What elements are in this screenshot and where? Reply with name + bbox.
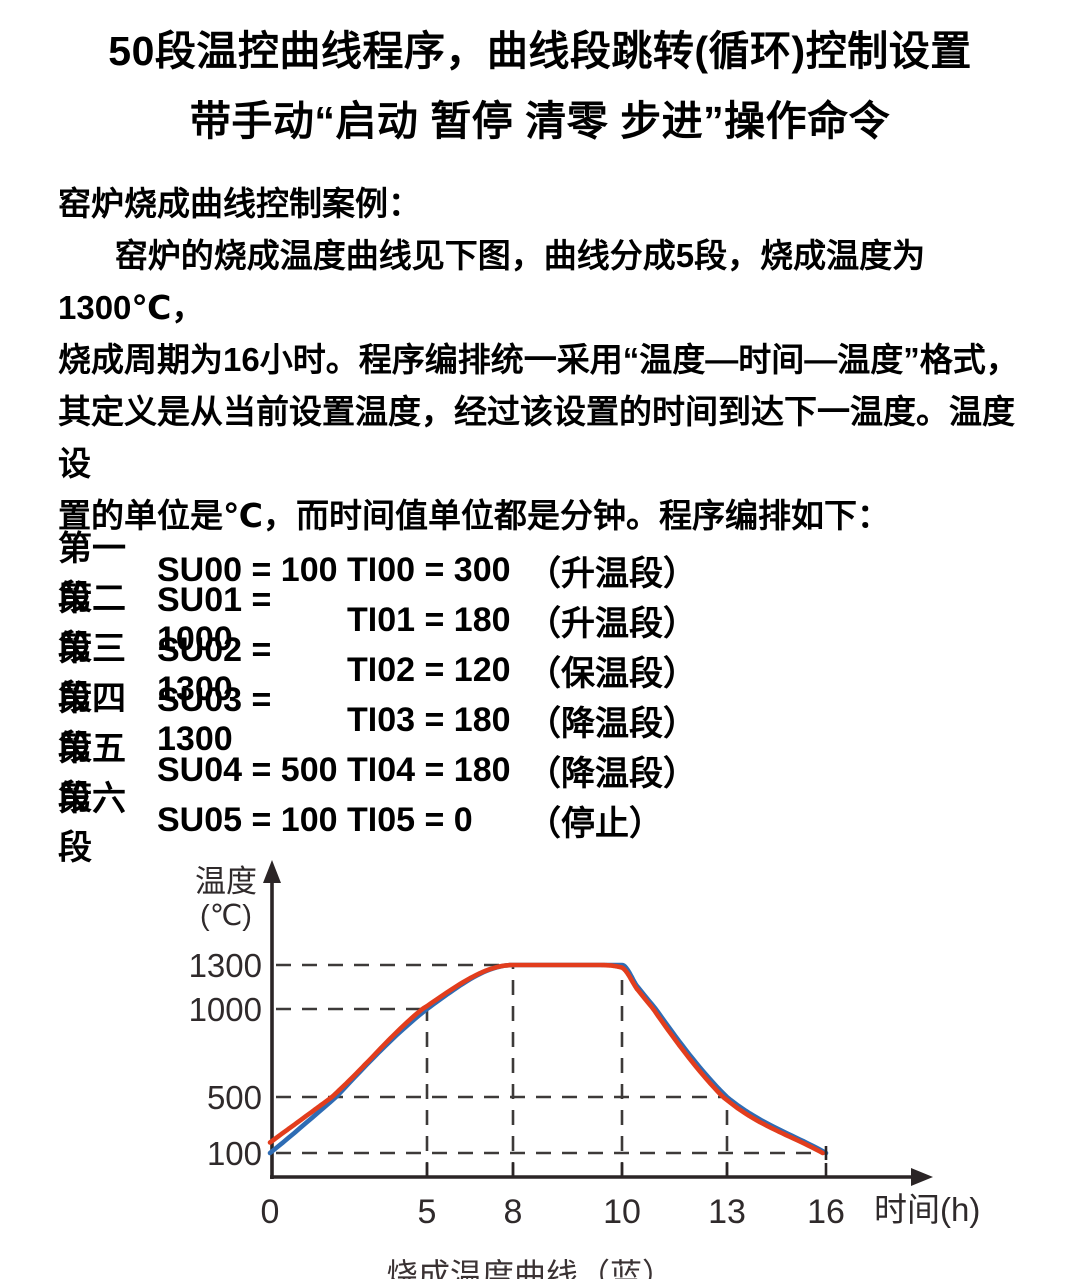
series-actual-curve-red <box>267 962 825 1156</box>
paragraph-line: 置的单位是℃，而时间值单位都是分钟。程序编排如下： <box>58 497 890 534</box>
segment-ti-value: TI00 = 300 <box>347 550 511 589</box>
x-axis-label: 时间(h) <box>874 1191 980 1228</box>
paragraph-line: 其定义是从当前设置温度，经过该设置的时间到达下一温度。温度设 <box>58 393 1015 482</box>
segment-ti-value: TI01 = 180 <box>347 600 511 639</box>
program-row: 第三段 SU02 = 1300 TI02 = 120 （保温段） <box>58 630 1040 717</box>
program-row: 第五段 SU04 = 500 TI04 = 180 （降温段） <box>58 730 1040 817</box>
title-line-2: 带手动“启动 暂停 清零 步进”操作命令 <box>189 98 891 144</box>
paragraph-line: 窑炉的烧成温度曲线见下图，曲线分成5段，烧成温度为1300℃， <box>58 237 926 326</box>
segment-note: （保温段） <box>527 654 697 693</box>
program-row: 第二段 SU01 = 1000 TI01 = 180 （升温段） <box>58 580 1040 667</box>
x-axis-arrow <box>911 1168 933 1186</box>
segment-label: 第四段 <box>58 680 126 767</box>
firing-curve-chart: 0 5 8 10 13 16 100 500 1000 1300 温度(℃) 时间(h) <box>189 860 980 1231</box>
segment-label: 第二段 <box>58 580 126 667</box>
x-tick-label-5: 5 <box>418 1193 437 1231</box>
segment-su-value: SU03 = 1300 <box>157 681 272 758</box>
program-row: 第四段 SU03 = 1300 TI03 = 180 （降温段） <box>58 680 1040 767</box>
y-axis-unit: (℃) <box>200 900 252 932</box>
y-axis-label: 温度 <box>195 864 257 899</box>
x-tick-label-13: 13 <box>708 1193 746 1231</box>
segment-su-value: SU00 = 100 <box>157 550 338 589</box>
segment-label: 第三段 <box>58 630 126 717</box>
segment-label: 第六段 <box>58 780 126 867</box>
segment-ti-value: TI05 = 0 <box>347 800 473 839</box>
y-tick-label-100: 100 <box>207 1135 262 1172</box>
segment-su-value: SU05 = 100 <box>157 800 338 839</box>
segment-ti-value: TI02 = 120 <box>347 650 511 689</box>
program-row: 第一段 SU00 = 100 TI00 = 300 （升温段） <box>58 530 1040 617</box>
case-section: 窑炉烧成曲线控制案例： 窑炉的烧成温度曲线见下图，曲线分成5段，烧成温度为130… <box>58 178 1030 542</box>
segment-label: 第五段 <box>58 730 126 817</box>
chart-legend: 烧成温度曲线（蓝） 实际温度曲线（红） <box>150 1249 910 1279</box>
segment-note: （降温段） <box>527 754 697 793</box>
page-title: 50段温控曲线程序，曲线段跳转(循环)控制设置 带手动“启动 暂停 清零 步进”… <box>0 0 1080 156</box>
segment-note: （降温段） <box>527 704 697 743</box>
segment-note: （停止） <box>527 804 663 843</box>
chart-area: 0 5 8 10 13 16 100 500 1000 1300 温度 (℃) 时间(h) <box>0 845 1080 1247</box>
segment-note: （升温段） <box>527 554 697 593</box>
legend-blue-label: 烧成温度曲线（蓝） <box>385 1257 674 1279</box>
segment-ti-value: TI03 = 180 <box>347 700 511 739</box>
segment-note: （升温段） <box>527 604 697 643</box>
segment-label: 第一段 <box>58 530 126 617</box>
case-heading: 窑炉烧成曲线控制案例： <box>58 185 421 222</box>
y-tick-label-500: 500 <box>207 1079 262 1116</box>
x-tick-label-10: 10 <box>603 1193 641 1231</box>
x-tick-label-16: 16 <box>807 1193 845 1231</box>
title-line-1: 50段温控曲线程序，曲线段跳转(循环)控制设置 <box>108 28 972 74</box>
program-listing: 第一段 SU00 = 100 TI00 = 300 （升温段） 第二段 SU01… <box>58 530 1040 867</box>
program-row: 第六段 SU05 = 100 TI05 = 0 （停止） <box>58 780 1040 867</box>
segment-su-value: SU04 = 500 <box>157 750 338 789</box>
paragraph-line: 烧成周期为16小时。程序编排统一采用“温度—时间—温度”格式， <box>58 341 1019 378</box>
x-tick-label-8: 8 <box>504 1193 523 1231</box>
series-set-curve-blue <box>267 962 829 1156</box>
y-tick-label-1000: 1000 <box>189 991 262 1028</box>
segment-su-value: SU01 = 1000 <box>157 581 272 658</box>
y-axis-arrow <box>263 860 281 883</box>
segment-ti-value: TI04 = 180 <box>347 750 511 789</box>
segment-su-value: SU02 = 1300 <box>157 631 272 708</box>
x-tick-label-0: 0 <box>261 1193 280 1231</box>
y-tick-label-1300: 1300 <box>189 947 262 984</box>
